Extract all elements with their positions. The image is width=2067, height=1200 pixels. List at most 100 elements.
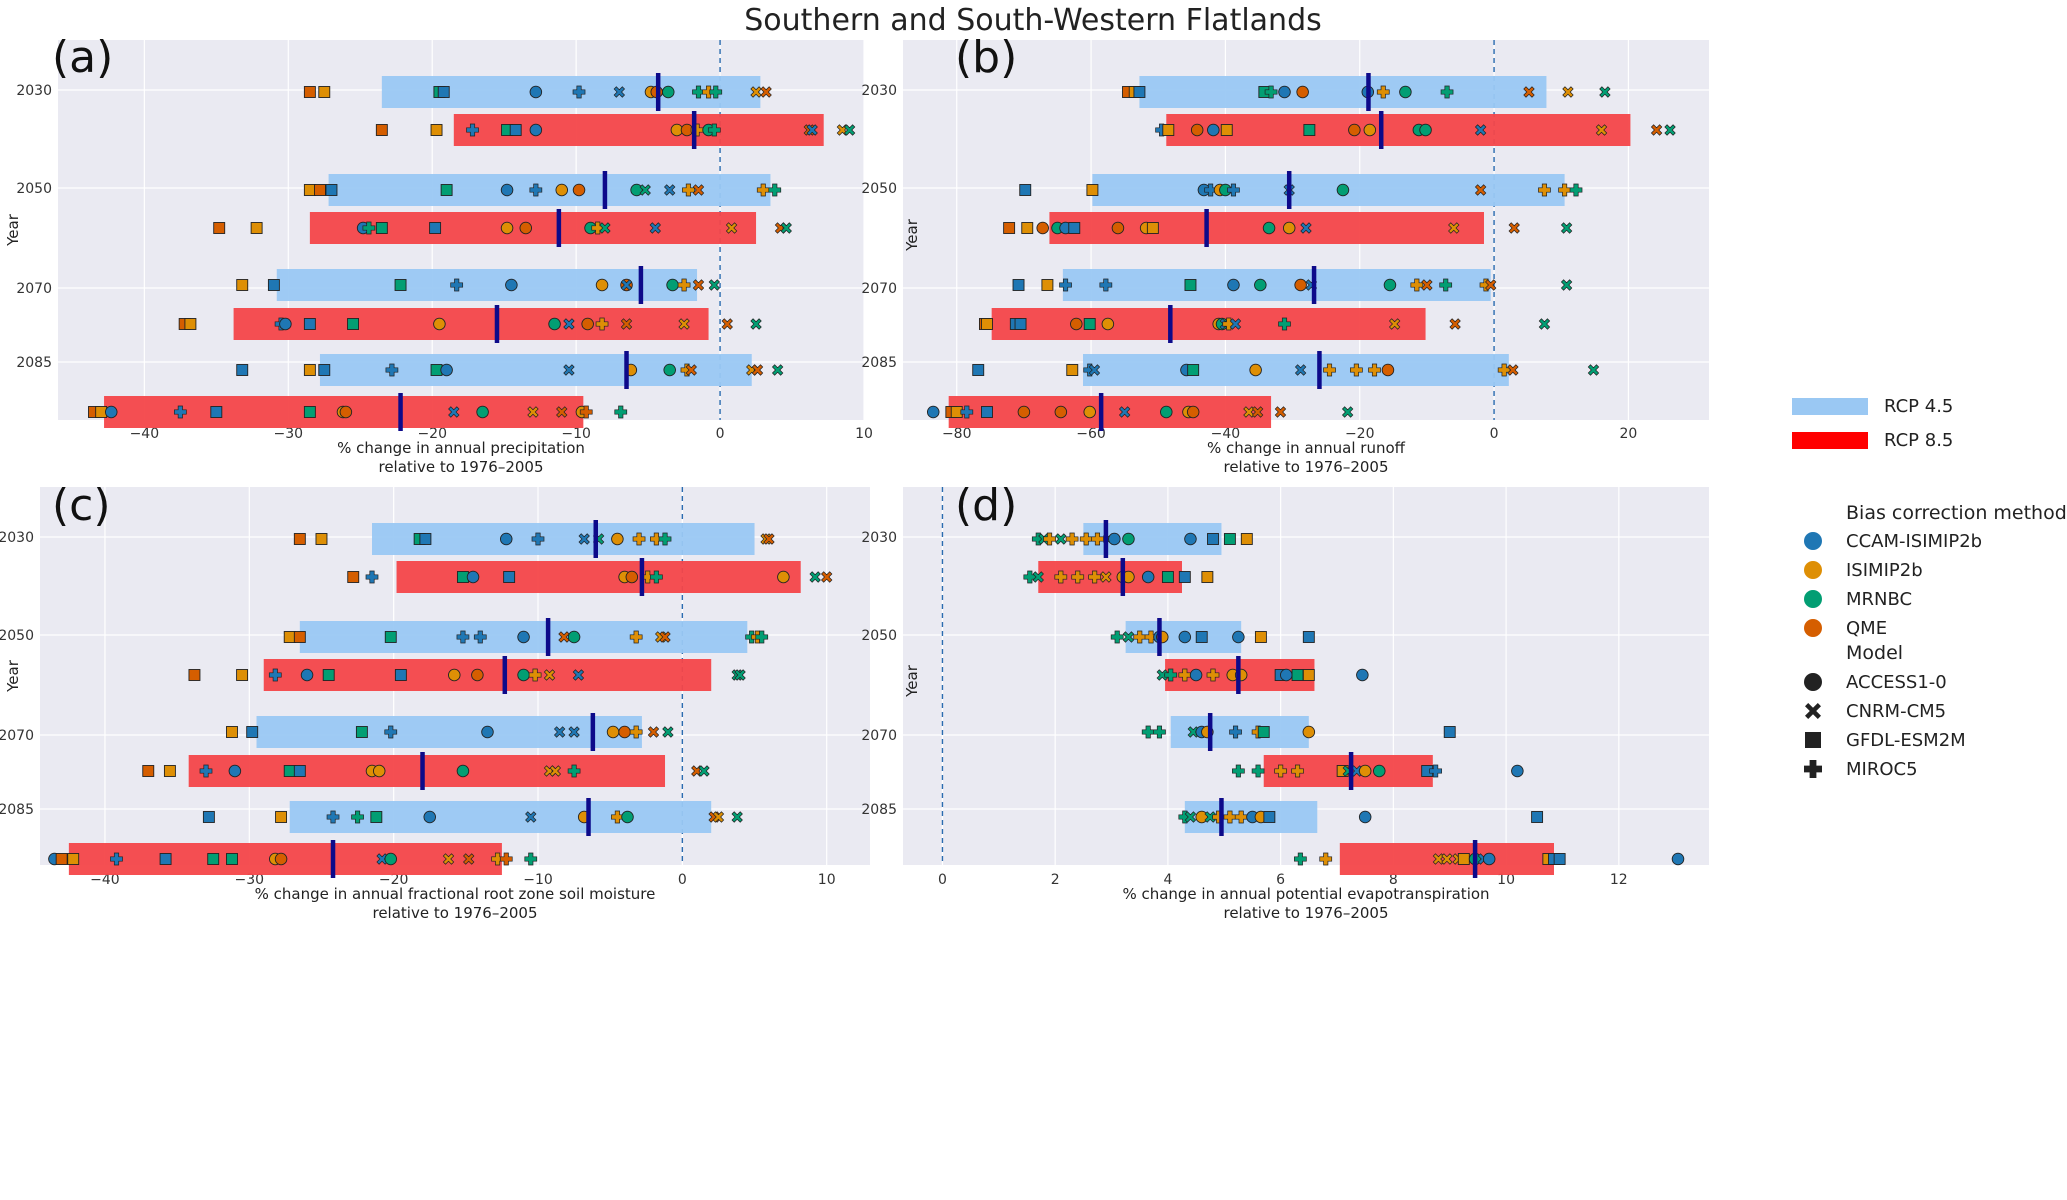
data-point — [463, 853, 475, 865]
data-point — [1108, 532, 1121, 546]
data-point — [579, 405, 593, 419]
data-point — [1291, 669, 1304, 681]
data-point — [1153, 725, 1166, 739]
panel-d: 0 2 4 6 8 10 12 2030 2050 2070 2085 (d) % change in … — [861, 480, 1709, 922]
data-point — [1110, 630, 1124, 644]
data-point — [662, 85, 675, 99]
figure-title: Southern and South-Western Flatlands — [744, 3, 1322, 38]
x-tick-label: 8 — [1389, 872, 1398, 888]
legend-label-model: ACCESS1-0 — [1846, 672, 1947, 693]
data-point — [712, 811, 725, 823]
data-point — [188, 669, 201, 681]
data-point — [110, 852, 123, 866]
panel-label: (b) — [955, 32, 1017, 83]
data-point — [1091, 532, 1104, 546]
data-point — [1141, 570, 1155, 584]
data-point — [972, 364, 985, 376]
data-point — [1066, 364, 1079, 376]
range-bar — [276, 269, 698, 301]
data-point — [527, 406, 539, 418]
data-point — [499, 532, 513, 546]
data-point — [734, 669, 746, 681]
data-point — [1368, 363, 1381, 377]
data-point — [1178, 630, 1192, 644]
data-point — [529, 183, 543, 197]
y-tick-label: 2085 — [861, 802, 897, 818]
panel-label: (c) — [52, 480, 111, 531]
data-point — [375, 124, 388, 136]
data-point — [1083, 318, 1096, 330]
data-point — [1263, 811, 1276, 823]
range-bar — [1166, 114, 1631, 146]
row-2030-rcp45 — [1031, 520, 1253, 558]
data-point — [372, 764, 386, 778]
data-point — [1195, 631, 1208, 643]
data-point — [1650, 124, 1663, 136]
range-bar — [328, 174, 771, 206]
data-point — [236, 364, 249, 376]
data-point — [1012, 279, 1025, 291]
data-point — [1099, 278, 1113, 292]
data-point — [1523, 86, 1535, 98]
data-point — [213, 222, 226, 234]
panel-a: −40 −30 −20 −10 0 10 2030 2050 2070 2085 (a) % chan… — [4, 32, 873, 476]
data-point — [1240, 533, 1253, 545]
data-point — [618, 725, 631, 739]
data-point — [210, 406, 223, 418]
row-2050-rcp85 — [188, 656, 746, 694]
data-point — [1262, 221, 1276, 235]
data-point — [1508, 222, 1520, 234]
data-point — [1257, 726, 1270, 738]
data-point — [1497, 363, 1511, 377]
data-point — [1227, 278, 1240, 292]
data-point — [1227, 183, 1240, 197]
data-point — [663, 363, 676, 377]
data-point — [246, 726, 259, 738]
data-point — [620, 279, 633, 291]
data-point — [450, 278, 464, 292]
data-point — [595, 278, 609, 292]
data-point — [394, 669, 407, 681]
data-point — [567, 630, 581, 644]
data-point — [471, 668, 484, 682]
data-point — [1440, 85, 1454, 99]
legend-label-model: GFDL-ESM2M — [1846, 730, 1966, 751]
data-point — [448, 406, 460, 418]
data-point — [548, 317, 561, 331]
data-point — [1511, 764, 1524, 778]
data-point — [1373, 764, 1386, 778]
data-point — [662, 726, 674, 738]
data-point — [1122, 532, 1135, 546]
data-point — [1223, 810, 1237, 824]
data-point — [268, 668, 282, 682]
panel-label: (a) — [52, 32, 113, 83]
data-point — [466, 570, 480, 584]
data-point — [1294, 278, 1307, 292]
data-point — [293, 631, 306, 643]
data-point — [611, 532, 624, 546]
row-2085-rcp45 — [972, 351, 1600, 389]
y-tick-label: 2085 — [0, 802, 34, 818]
data-point — [525, 811, 537, 823]
data-point — [1059, 278, 1072, 292]
data-point — [1186, 405, 1200, 419]
x-tick-label: 20 — [1619, 426, 1637, 442]
data-point — [433, 317, 446, 331]
data-point — [1599, 86, 1611, 98]
data-point — [1234, 810, 1248, 824]
row-2070-rcp45 — [1141, 713, 1456, 751]
data-point — [1538, 183, 1551, 197]
data-point — [1251, 764, 1265, 778]
data-point — [1278, 85, 1291, 99]
data-point — [529, 85, 543, 99]
data-point — [274, 852, 288, 866]
data-point — [709, 85, 723, 99]
data-point — [250, 222, 263, 234]
y-tick-label: 2030 — [0, 530, 34, 546]
y-tick-label: 2030 — [861, 83, 897, 99]
data-point — [491, 852, 504, 866]
x-tick-label: −40 — [90, 872, 120, 888]
x-axis-label-2: relative to 1976–2005 — [1223, 904, 1388, 922]
data-point — [1278, 317, 1291, 331]
data-point — [500, 183, 514, 197]
